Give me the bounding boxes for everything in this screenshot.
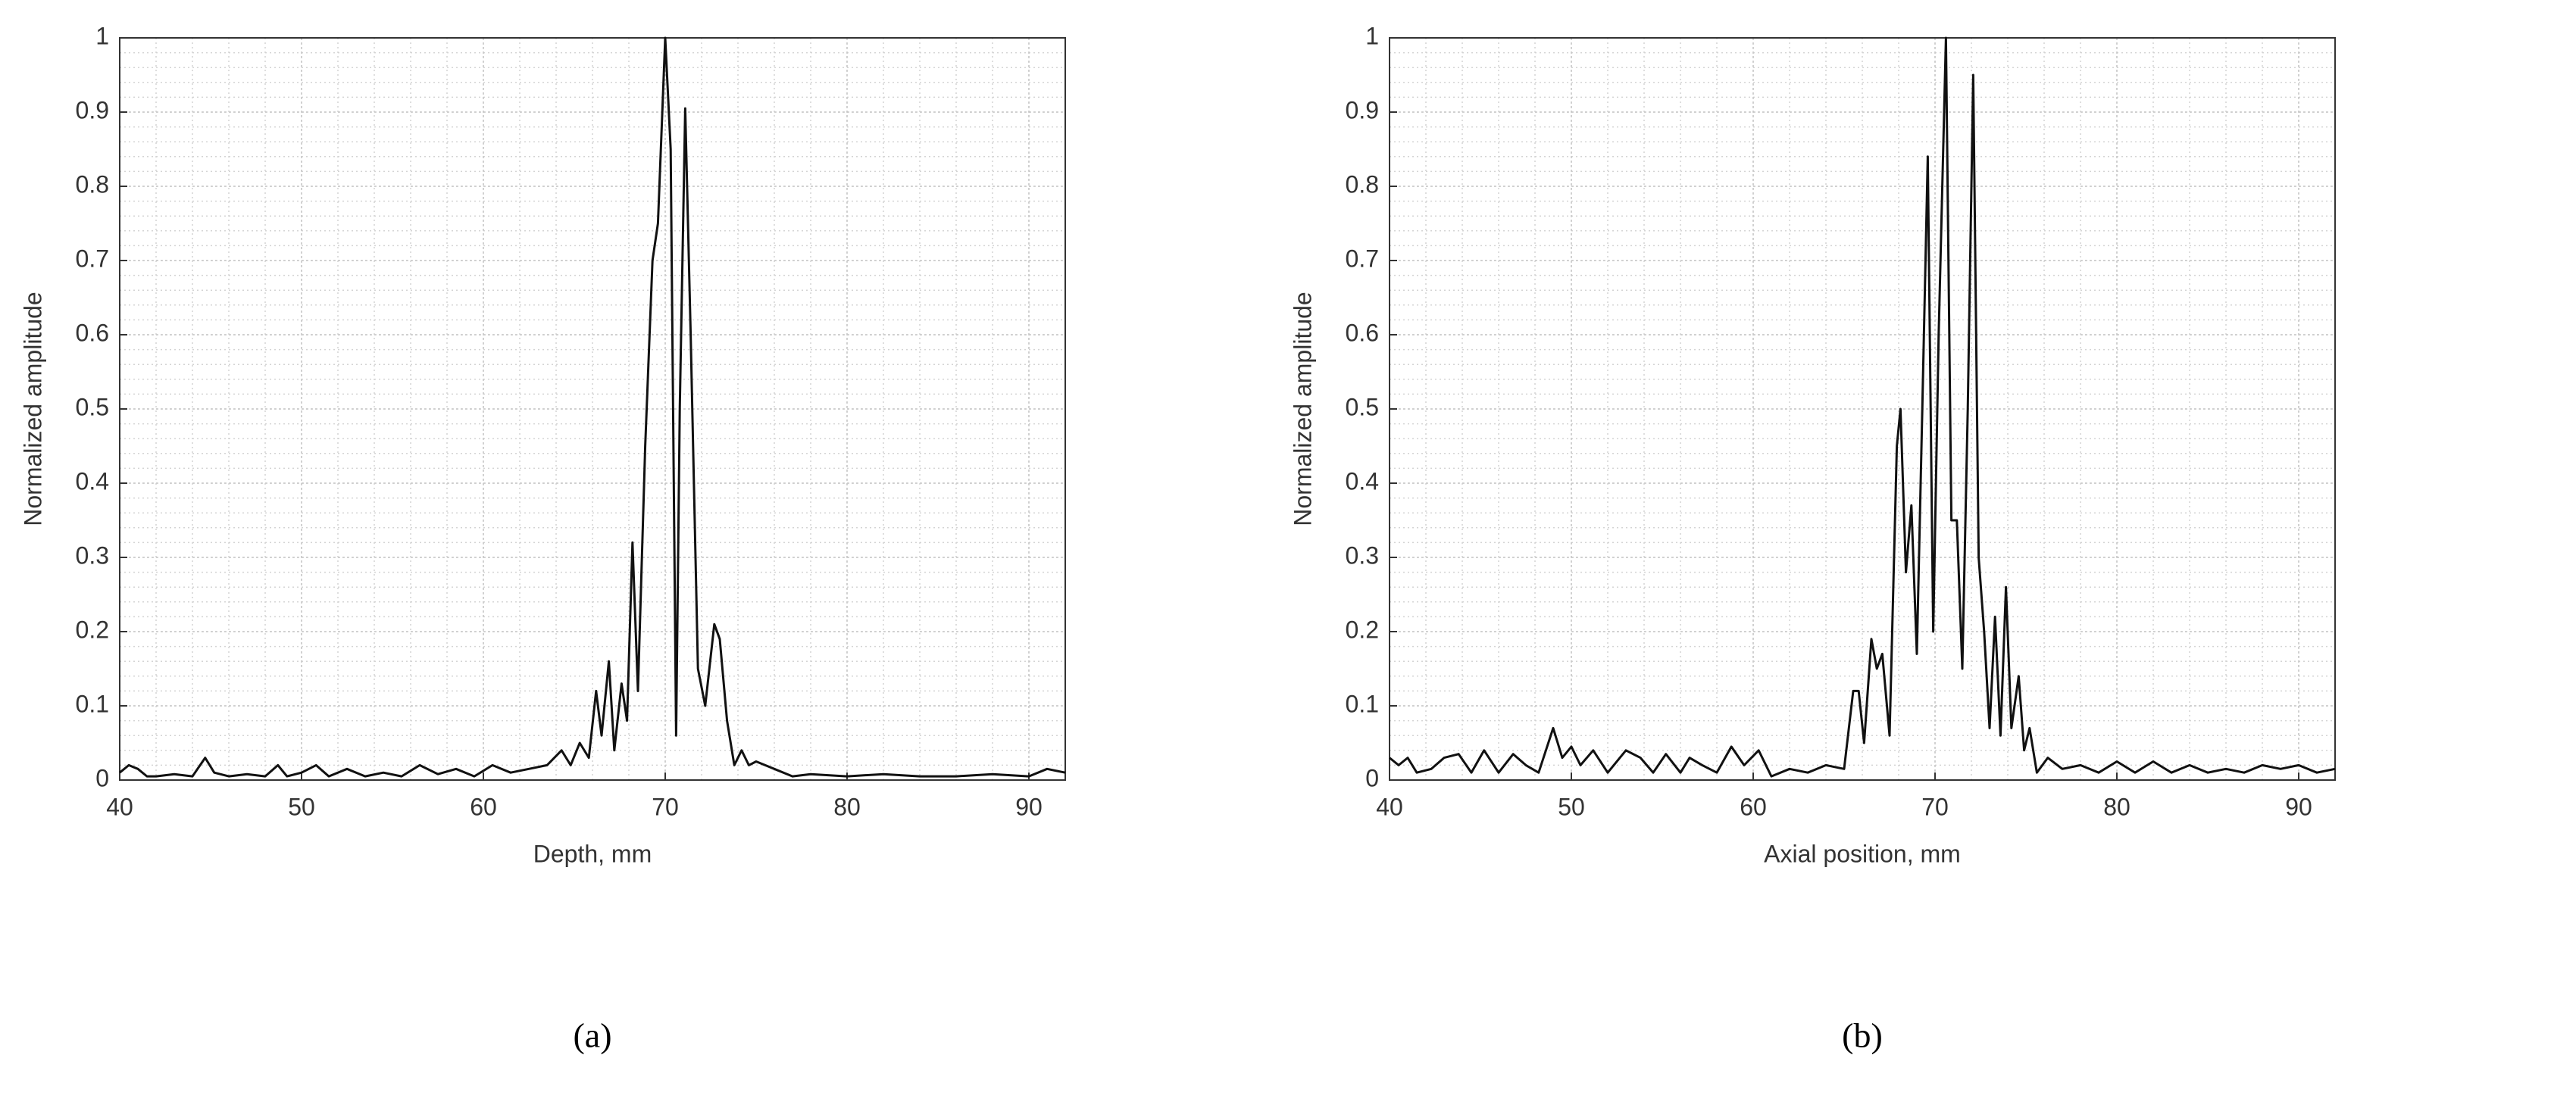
- x-axis-label: Axial position, mm: [1764, 840, 1961, 867]
- y-tick-label: 0.3: [1346, 541, 1379, 569]
- x-tick-label: 90: [1015, 793, 1043, 820]
- x-axis-label: Depth, mm: [533, 840, 652, 867]
- x-tick-label: 40: [106, 793, 133, 820]
- y-tick-label: 0.7: [1346, 245, 1379, 272]
- x-tick-label: 90: [2285, 793, 2312, 820]
- y-tick-label: 0.1: [1346, 690, 1379, 717]
- x-tick-label: 80: [833, 793, 861, 820]
- y-tick-label: 0.1: [76, 690, 109, 717]
- y-tick-label: 0.3: [76, 541, 109, 569]
- y-tick-label: 0.7: [76, 245, 109, 272]
- x-tick-label: 70: [1921, 793, 1949, 820]
- y-tick-label: 1: [1365, 22, 1379, 49]
- y-tick-label: 0.9: [1346, 96, 1379, 123]
- y-tick-label: 0.5: [1346, 393, 1379, 420]
- y-tick-label: 0.9: [76, 96, 109, 123]
- x-tick-label: 60: [1740, 793, 1767, 820]
- y-tick-label: 0.8: [76, 170, 109, 198]
- x-tick-label: 50: [1558, 793, 1585, 820]
- x-tick-label: 50: [288, 793, 315, 820]
- y-tick-label: 0: [95, 764, 109, 791]
- data-line: [119, 36, 1066, 778]
- y-tick-label: 1: [95, 22, 109, 49]
- y-tick-label: 0.8: [1346, 170, 1379, 198]
- y-tick-label: 0.2: [1346, 616, 1379, 643]
- x-tick-label: 60: [470, 793, 497, 820]
- y-tick-label: 0.5: [76, 393, 109, 420]
- y-tick-label: 0.2: [76, 616, 109, 643]
- x-tick-label: 70: [652, 793, 679, 820]
- panel-label: (a): [573, 1016, 611, 1055]
- y-tick-label: 0: [1365, 764, 1379, 791]
- y-axis-label: Normalized amplitude: [1289, 292, 1316, 526]
- x-tick-label: 80: [2103, 793, 2131, 820]
- y-tick-label: 0.6: [1346, 319, 1379, 346]
- axes-box: [119, 37, 1066, 781]
- x-tick-label: 40: [1376, 793, 1403, 820]
- panel-label: (b): [1842, 1016, 1883, 1055]
- axes-box: [1389, 37, 2336, 781]
- data-line: [1389, 36, 2336, 778]
- y-tick-label: 0.4: [1346, 467, 1379, 495]
- y-axis-label: Normalized amplitude: [19, 292, 46, 526]
- y-tick-label: 0.4: [76, 467, 109, 495]
- y-tick-label: 0.6: [76, 319, 109, 346]
